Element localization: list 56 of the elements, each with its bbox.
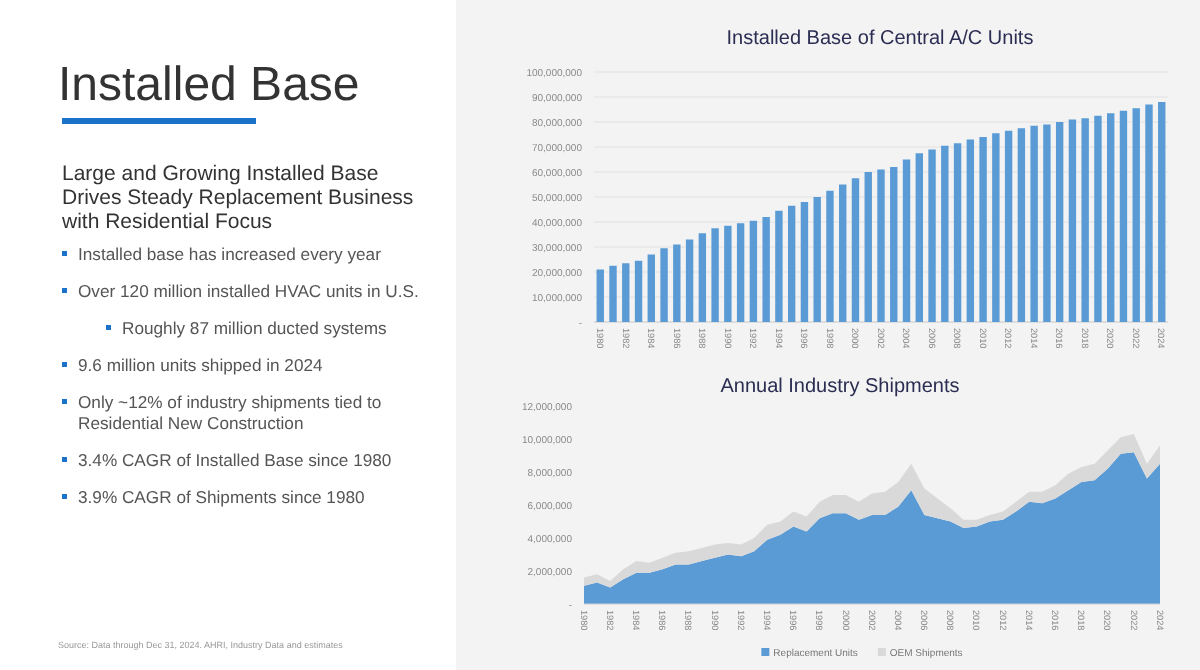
bar bbox=[673, 244, 681, 322]
text: Installed base has increased every year bbox=[78, 244, 382, 264]
bar bbox=[736, 223, 745, 322]
text: 3.9% CAGR of Shipments since 1980 bbox=[78, 487, 366, 507]
bar bbox=[1030, 125, 1038, 322]
bar bbox=[1107, 113, 1115, 322]
bar bbox=[698, 233, 707, 322]
bar bbox=[787, 205, 796, 322]
bar bbox=[800, 202, 809, 322]
text: Large and Growing Installed Base Drives Steady Replacement Business with Residential Focus bbox=[60, 162, 414, 234]
bar bbox=[1081, 118, 1089, 322]
bar bbox=[1132, 108, 1140, 322]
text: Installed Base bbox=[58, 58, 360, 112]
bar bbox=[941, 145, 949, 322]
bar bbox=[877, 169, 885, 322]
bar bbox=[724, 225, 732, 322]
text: Roughly 87 million ducted systems bbox=[122, 318, 387, 338]
bar bbox=[902, 159, 911, 322]
bar bbox=[864, 172, 872, 322]
bar bbox=[915, 153, 923, 322]
bar bbox=[813, 197, 821, 322]
bar bbox=[1094, 115, 1102, 322]
bar bbox=[749, 220, 758, 322]
text: 3.4% CAGR of Installed Base since 1980 bbox=[78, 450, 392, 470]
bar bbox=[1068, 119, 1077, 322]
bar bbox=[609, 265, 617, 322]
chart-title: Annual Industry Shipments bbox=[720, 376, 960, 398]
bar bbox=[839, 184, 847, 322]
text: 9.6 million units shipped in 2024 bbox=[78, 355, 324, 375]
bar bbox=[596, 269, 604, 322]
bar bbox=[1017, 128, 1026, 322]
bar bbox=[1158, 102, 1166, 322]
bar bbox=[1145, 104, 1153, 322]
bar bbox=[1119, 110, 1128, 322]
bar bbox=[775, 210, 783, 322]
bar bbox=[928, 149, 936, 322]
bar bbox=[634, 260, 643, 322]
bar bbox=[1043, 124, 1051, 322]
bar bbox=[647, 254, 655, 322]
bar bbox=[685, 239, 694, 322]
bar bbox=[762, 217, 770, 322]
bar bbox=[1055, 122, 1064, 322]
bar bbox=[979, 137, 987, 322]
bar bbox=[890, 167, 898, 322]
chart-title: Installed Base of Central A/C Units bbox=[726, 28, 1034, 50]
bar bbox=[966, 139, 975, 322]
bar bbox=[1004, 130, 1013, 322]
bar bbox=[711, 228, 719, 322]
bar bbox=[992, 133, 1000, 322]
bar bbox=[851, 178, 860, 322]
bar bbox=[622, 263, 630, 322]
bar bbox=[826, 190, 834, 322]
bar bbox=[660, 248, 668, 322]
text: Over 120 million installed HVAC units in U.S. bbox=[78, 281, 419, 301]
bar bbox=[953, 143, 962, 322]
text: Only ~12% of industry shipments tied to Residential New Construction bbox=[78, 392, 382, 433]
